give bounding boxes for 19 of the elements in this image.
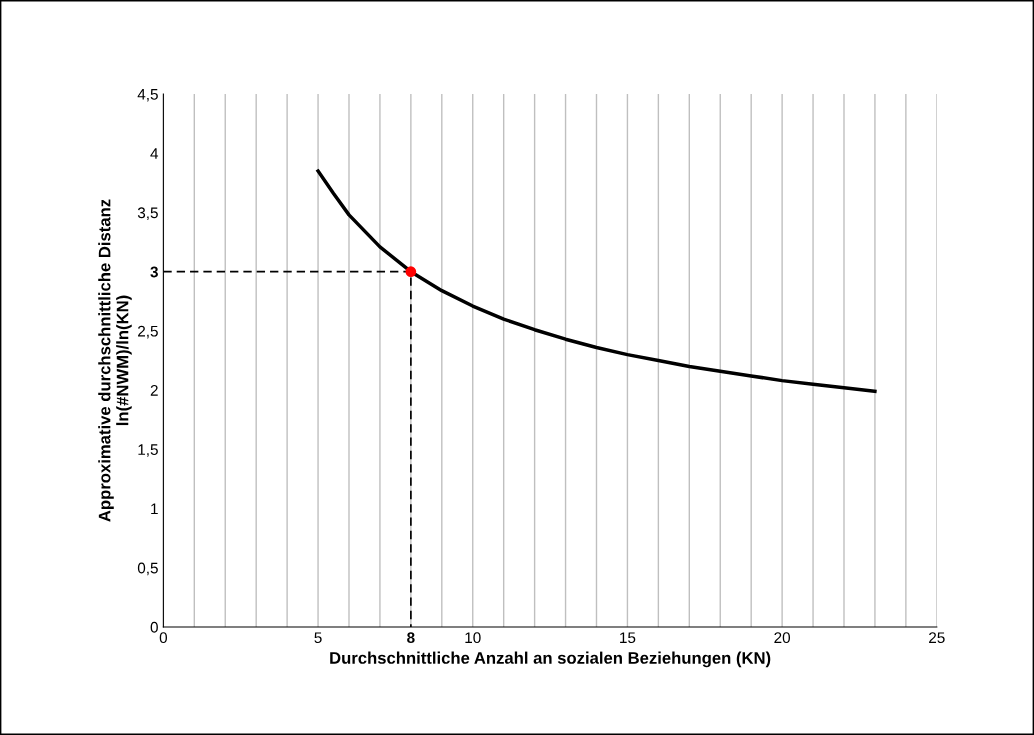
x-tick-label: 25 — [929, 632, 945, 644]
y-tick-label: 1 — [151, 503, 158, 515]
y-axis-title: Approximative durchschnittliche Distanz ln(#NWM)/ln(KN) — [98, 199, 132, 522]
y-tick-label: 2 — [150, 384, 158, 396]
y-tick-label: 0,5 — [137, 562, 158, 576]
y-tick-label: 0 — [150, 621, 158, 633]
x-tick-label: 15 — [620, 632, 636, 644]
x-tick-label: 20 — [774, 632, 791, 644]
y-tick-label: 3,5 — [137, 207, 158, 220]
y-tick-label: 2,5 — [138, 325, 158, 339]
y-tick-label: 3 — [150, 266, 158, 278]
x-tick-label: 0 — [159, 632, 168, 644]
x-axis-title: Durchschnittliche Anzahl an sozialen Beziehungen (KN) — [330, 651, 771, 668]
y-tick-label: 1,5 — [138, 444, 158, 457]
y-tick-label: 4,5 — [137, 89, 158, 102]
y-tick-label: 4 — [150, 148, 159, 159]
x-tick-label: 5 — [314, 632, 322, 644]
x-tick-label: 8 — [407, 632, 415, 644]
x-tick-label: 10 — [465, 632, 481, 644]
